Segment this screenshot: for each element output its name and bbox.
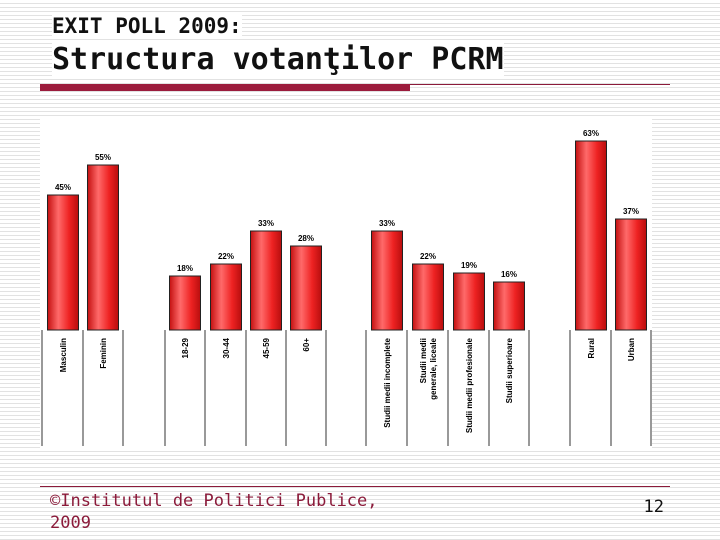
bar-5 bbox=[290, 245, 322, 331]
category-label-11: Urban bbox=[627, 338, 636, 361]
category-label-3: 30-44 bbox=[222, 337, 231, 358]
value-label-9: 16% bbox=[501, 270, 517, 279]
category-label-10: Rural bbox=[587, 338, 596, 358]
bar-11 bbox=[615, 218, 647, 331]
value-label-11: 37% bbox=[623, 207, 639, 216]
bar-4 bbox=[250, 230, 282, 331]
value-label-10: 63% bbox=[583, 129, 599, 138]
value-label-1: 55% bbox=[95, 153, 111, 162]
bar-chart: 45% Masculin 55% Feminin 18% 18-29 22% 30-44 33%… bbox=[41, 129, 652, 446]
footer-copyright: ©Institutul de Politici Publice, 2009 bbox=[50, 491, 378, 533]
category-label-1: Feminin bbox=[99, 338, 108, 369]
category-label-9: Studii superioare bbox=[505, 337, 514, 403]
value-label-6: 33% bbox=[379, 219, 395, 228]
category-label-6: Studii medii incomplete bbox=[383, 337, 392, 427]
footer-rule bbox=[40, 486, 670, 487]
bar-8 bbox=[453, 272, 485, 331]
bar-10 bbox=[575, 140, 607, 331]
title-rule-thick bbox=[40, 84, 410, 91]
category-label-7: Studii mediigenerale, liceale bbox=[419, 337, 438, 399]
value-label-7: 22% bbox=[420, 252, 436, 261]
bar-1 bbox=[87, 164, 119, 331]
value-label-0: 45% bbox=[55, 183, 71, 192]
category-label-0: Masculin bbox=[59, 338, 68, 372]
title-line-2: Structura votanţilor PCRM bbox=[52, 42, 504, 77]
bar-7 bbox=[412, 263, 444, 331]
value-label-5: 28% bbox=[298, 234, 314, 243]
category-label-5: 60+ bbox=[302, 338, 311, 352]
bar-0 bbox=[47, 194, 79, 331]
value-label-8: 19% bbox=[461, 261, 477, 270]
value-label-3: 22% bbox=[218, 252, 234, 261]
category-label-4: 45-59 bbox=[262, 337, 271, 358]
value-label-4: 33% bbox=[258, 219, 274, 228]
page-number: 12 bbox=[643, 497, 664, 517]
bar-2 bbox=[169, 275, 201, 331]
chart-area: 45% Masculin 55% Feminin 18% 18-29 22% 30-44 33%… bbox=[40, 118, 652, 448]
title-line-1: EXIT POLL 2009: bbox=[52, 14, 242, 38]
category-label-2: 18-29 bbox=[181, 337, 190, 358]
category-label-8: Studii medii profesionale bbox=[465, 337, 474, 433]
bar-6 bbox=[371, 230, 403, 331]
bar-9 bbox=[493, 281, 525, 331]
bar-3 bbox=[210, 263, 242, 331]
value-label-2: 18% bbox=[177, 264, 193, 273]
